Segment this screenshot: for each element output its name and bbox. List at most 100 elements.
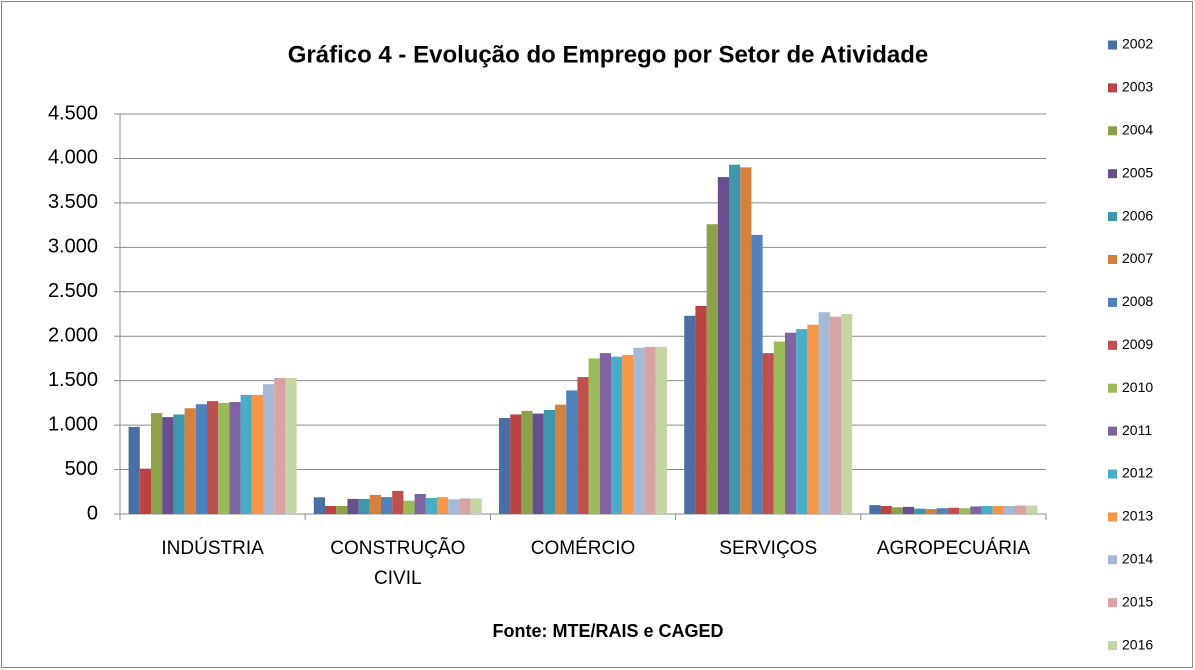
legend-swatch <box>1108 255 1117 264</box>
bar <box>128 426 140 514</box>
bar <box>729 164 741 514</box>
bar <box>425 498 437 514</box>
legend-label: 2008 <box>1122 293 1153 309</box>
y-tick-label: 4.500 <box>48 102 98 124</box>
bar <box>762 353 774 514</box>
legend-swatch <box>1108 512 1117 522</box>
bar <box>829 316 841 514</box>
legend-label: 2015 <box>1122 593 1153 609</box>
bar <box>695 306 707 514</box>
bar <box>1003 506 1015 514</box>
bar <box>1026 505 1038 514</box>
bar <box>751 234 763 514</box>
bar <box>369 494 381 514</box>
bar <box>414 494 426 514</box>
bar <box>841 314 853 514</box>
bar <box>499 418 511 514</box>
bar <box>891 507 903 514</box>
bar <box>207 401 219 514</box>
bar <box>285 378 297 514</box>
bar <box>251 394 263 514</box>
bar <box>263 384 275 514</box>
legend-swatch <box>1108 383 1117 393</box>
y-tick-label: 1.000 <box>48 413 98 435</box>
legend-swatch <box>1108 555 1117 565</box>
bar <box>403 500 415 514</box>
x-tick-label: COMÉRCIO <box>531 538 636 559</box>
legend-swatch <box>1108 598 1117 608</box>
bar <box>274 378 286 514</box>
bar <box>981 506 993 514</box>
bar <box>622 354 634 514</box>
y-tick-label: 3.000 <box>48 236 98 258</box>
legend-label: 2007 <box>1122 250 1153 266</box>
legend-swatch <box>1108 426 1117 436</box>
bar <box>358 498 370 514</box>
bar <box>162 417 174 514</box>
x-tick-label: CONSTRUÇÃO CIVIL <box>330 537 465 589</box>
chart-source: Fonte: MTE/RAIS e CAGED <box>492 621 723 641</box>
bar <box>510 414 522 514</box>
legend-label: 2005 <box>1122 164 1153 180</box>
bar <box>437 497 449 514</box>
bar <box>869 505 881 514</box>
bar <box>903 506 915 514</box>
bar <box>336 506 348 514</box>
legend-swatch <box>1108 641 1117 651</box>
legend-swatch <box>1108 169 1117 179</box>
legend-swatch <box>1108 469 1117 479</box>
bar <box>959 508 971 514</box>
legend-label: 2009 <box>1122 336 1153 352</box>
x-tick-label: AGROPECUÁRIA <box>877 538 1030 559</box>
y-tick-label: 500 <box>65 458 98 480</box>
bar <box>173 414 185 514</box>
bar <box>818 312 830 514</box>
bar <box>880 506 892 514</box>
y-tick-label: 4.000 <box>48 147 98 169</box>
bar <box>555 404 567 514</box>
bar <box>796 329 808 514</box>
legend-label: 2012 <box>1122 465 1153 481</box>
y-tick-label: 0 <box>87 502 98 524</box>
bar <box>470 498 482 514</box>
bar <box>532 413 544 514</box>
bar <box>566 390 578 514</box>
legend-label: 2010 <box>1122 379 1153 395</box>
y-tick-label: 2.500 <box>48 280 98 302</box>
bar <box>459 498 471 514</box>
bar <box>588 358 600 514</box>
bar <box>992 506 1004 514</box>
legend-label: 2004 <box>1122 122 1153 138</box>
bar <box>717 177 729 514</box>
bar <box>706 224 718 514</box>
bar <box>599 353 611 514</box>
bar <box>139 468 151 514</box>
y-tick-label: 1.500 <box>48 369 98 391</box>
bar <box>392 490 404 514</box>
x-tick-label: INDÚSTRIA <box>161 537 264 559</box>
y-tick-label: 2.000 <box>48 325 98 347</box>
bar <box>151 413 163 514</box>
bar <box>740 167 752 515</box>
bar <box>218 402 230 514</box>
bar <box>970 506 982 514</box>
bar <box>807 324 819 514</box>
x-tick-label: SERVIÇOS <box>719 538 817 559</box>
bar <box>914 508 926 514</box>
bar <box>936 508 948 514</box>
bar <box>381 497 393 514</box>
legend-label: 2002 <box>1122 36 1153 52</box>
bar <box>644 346 656 514</box>
legend-swatch <box>1108 340 1117 350</box>
y-tick-label: 3.500 <box>48 191 98 213</box>
bar <box>240 394 252 514</box>
legend-label: 2013 <box>1122 508 1153 524</box>
bar <box>184 408 196 514</box>
bar <box>1015 505 1027 514</box>
legend-label: 2006 <box>1122 207 1153 223</box>
legend-swatch <box>1108 40 1117 50</box>
bar <box>313 497 325 514</box>
bar <box>611 356 623 514</box>
legend-swatch <box>1108 126 1117 136</box>
